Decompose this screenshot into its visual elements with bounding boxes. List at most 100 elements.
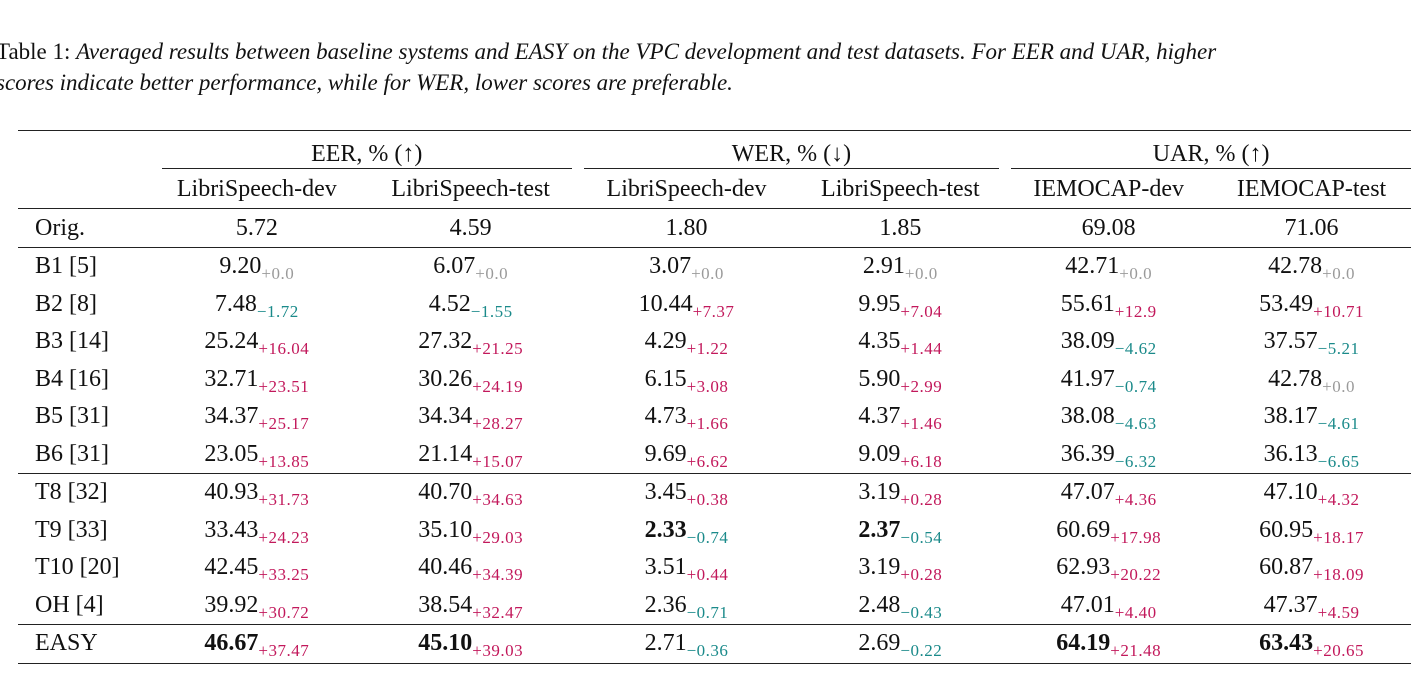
- table-cell: 2.48−0.43: [795, 587, 1005, 625]
- table-cell: 39.92+30.72: [150, 587, 364, 625]
- cell-delta: +24.23: [258, 527, 310, 547]
- cell-value: 6.15: [644, 365, 687, 392]
- cell-value: 5.90: [858, 365, 901, 392]
- cell-value: 38.54: [418, 591, 473, 618]
- table-cell: 2.33−0.74: [578, 512, 796, 550]
- table-cell: 3.07+0.0: [577, 247, 796, 286]
- cell-value: 3.51: [644, 554, 687, 581]
- cell-delta: −1.55: [470, 301, 513, 321]
- table-cell: 4.37+1.46: [795, 398, 1005, 436]
- cell-delta: +0.0: [904, 264, 938, 284]
- cell-delta: −5.21: [1317, 339, 1360, 359]
- table-cell: 1.80: [577, 208, 796, 248]
- table-cell: 33.43+24.23: [150, 512, 364, 550]
- table-cell: 32.71+23.51: [150, 361, 364, 399]
- table-cell: 4.52−1.55: [364, 286, 578, 324]
- cell-value: 36.39: [1060, 440, 1115, 467]
- table-row-orig: Orig. 5.72 4.59 1.80 1.85 69.08 71.06: [18, 208, 1411, 248]
- cell-delta: −0.71: [686, 602, 729, 622]
- cell-value: 30.26: [418, 365, 473, 392]
- cell-value: 9.09: [858, 440, 901, 467]
- cell-value: 3.19: [858, 479, 901, 506]
- cell-value: 4.35: [858, 328, 901, 355]
- table-cell: 47.10+4.32: [1212, 473, 1411, 512]
- cell-delta: +29.03: [472, 527, 524, 547]
- cell-value: 2.37: [858, 516, 901, 543]
- table-cell: 36.13−6.65: [1212, 436, 1411, 474]
- cell-value: 38.08: [1060, 403, 1115, 430]
- cell-delta: +17.98: [1110, 527, 1162, 547]
- cell-delta: +0.0: [691, 264, 724, 284]
- cell-value: 4.73: [644, 403, 687, 430]
- cell-delta: +0.0: [1119, 264, 1153, 284]
- row-label: EASY: [18, 624, 150, 664]
- table-cell: 5.90+2.99: [795, 361, 1005, 399]
- cell-value: 46.67: [204, 630, 259, 657]
- table-cell: 45.10+39.03: [363, 624, 578, 664]
- cell-value: 21.14: [418, 440, 473, 467]
- table-cell: 9.20+0.0: [149, 247, 364, 286]
- cell-delta: +0.28: [900, 490, 943, 510]
- cell-value: 32.71: [204, 365, 259, 392]
- table-cell: 46.67+37.47: [149, 624, 364, 664]
- cell-value: 55.61: [1060, 290, 1115, 317]
- cell-value: 9.20: [219, 253, 262, 280]
- table-cell: 35.10+29.03: [364, 512, 578, 550]
- table-cell: 9.09+6.18: [795, 436, 1005, 474]
- row-label: B2 [8]: [35, 290, 97, 317]
- cell-delta: +0.38: [686, 490, 729, 510]
- table-cell: 3.45+0.38: [577, 473, 796, 512]
- cell-value: 36.13: [1263, 440, 1318, 467]
- cell-delta: +20.65: [1313, 641, 1364, 661]
- subheader: LibriSpeech-test: [821, 176, 980, 202]
- cell-value: 38.17: [1263, 403, 1318, 430]
- table-cell: 40.93+31.73: [149, 473, 364, 512]
- cell-value: 45.10: [418, 630, 473, 657]
- table-cell: 4.59: [363, 208, 578, 248]
- table-cell: 38.08−4.63: [1005, 398, 1212, 436]
- cell-delta: −0.36: [686, 641, 729, 661]
- cell-delta: +37.47: [258, 641, 310, 661]
- cell-delta: −0.22: [900, 641, 943, 661]
- cell-value: 40.46: [418, 554, 473, 581]
- results-table: EER, % (↑) WER, % (↓) UAR, % (↑) LibriSp…: [18, 130, 1411, 664]
- table-cell: 4.35+1.44: [795, 323, 1005, 361]
- table-cell: 6.07+0.0: [363, 247, 578, 286]
- cell-delta: +4.59: [1317, 602, 1360, 622]
- table-cell: 4.73+1.66: [578, 398, 796, 436]
- group-header-wer: WER, % (↓): [731, 141, 852, 167]
- subheader: LibriSpeech-dev: [606, 176, 767, 202]
- cell-value: 62.93: [1056, 554, 1111, 581]
- group-header-eer: EER, % (↑): [311, 141, 423, 167]
- table-row: OH [4] 39.92+30.72 38.54+32.47 2.36−0.71 2.4…: [18, 587, 1411, 625]
- cell-delta: +4.36: [1114, 490, 1157, 510]
- row-label: OH [4]: [35, 591, 104, 618]
- cell-value: 27.32: [418, 328, 473, 355]
- table-cell: 4.29+1.22: [578, 323, 796, 361]
- cell-delta: +16.04: [258, 339, 310, 359]
- cell-value: 40.93: [204, 479, 259, 506]
- cell-value: 2.69: [858, 630, 901, 657]
- cell-value: 42.78: [1268, 365, 1323, 392]
- cell-delta: +6.62: [686, 451, 729, 471]
- table-row: EASY 46.67+37.47 45.10+39.03 2.71−0.36 2.69−…: [18, 624, 1411, 664]
- row-label: T10 [20]: [35, 554, 120, 581]
- cell-value: 39.92: [204, 591, 259, 618]
- cell-delta: −6.65: [1317, 451, 1360, 471]
- cell-delta: −0.43: [900, 602, 943, 622]
- table-row: T9 [33] 33.43+24.23 35.10+29.03 2.33−0.74 2.…: [18, 512, 1411, 550]
- cell-delta: +34.63: [472, 490, 524, 510]
- caption-text-2: scores indicate better performance, whil…: [0, 70, 733, 95]
- cell-delta: +13.85: [258, 451, 310, 471]
- cell-delta: +0.0: [1322, 264, 1355, 284]
- cell-delta: −4.62: [1114, 339, 1157, 359]
- cell-value: 4.37: [858, 403, 901, 430]
- table-cell: 71.06: [1212, 208, 1411, 248]
- cell-value: 7.48: [214, 290, 257, 317]
- cell-delta: −1.72: [256, 301, 299, 321]
- cell-delta: +30.72: [258, 602, 310, 622]
- group-header-uar: UAR, % (↑): [1152, 141, 1270, 167]
- cell-value: 34.37: [204, 403, 259, 430]
- cell-value: 38.09: [1060, 328, 1115, 355]
- cell-value: 47.07: [1060, 479, 1115, 506]
